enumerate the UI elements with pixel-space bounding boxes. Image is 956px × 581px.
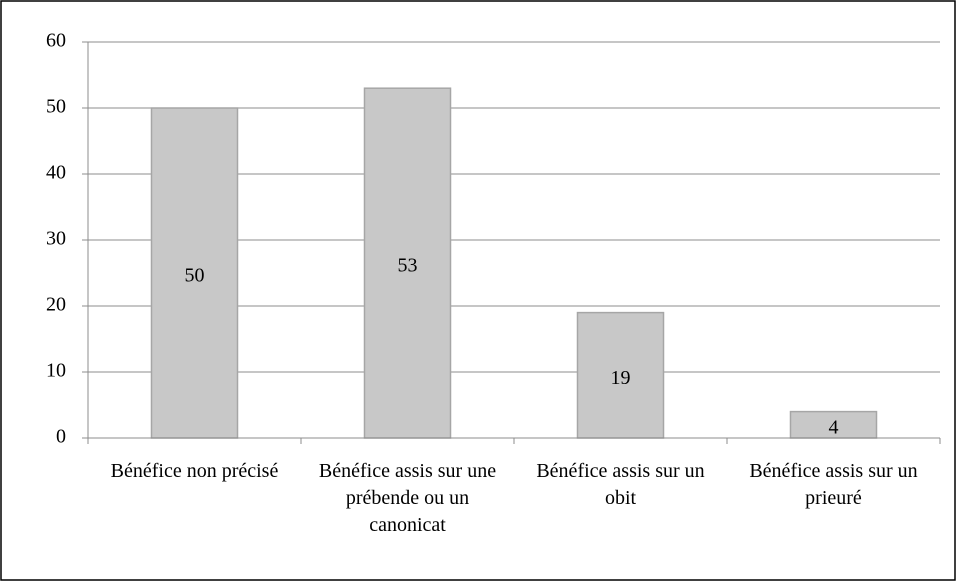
x-tick-label: Bénéfice assis sur un obit xyxy=(536,460,705,509)
bar xyxy=(363,87,452,439)
y-tick-label: 40 xyxy=(46,162,66,184)
data-label: 50 xyxy=(185,265,205,287)
x-tick-label: Bénéfice assis sur un prieuré xyxy=(749,460,918,509)
bar xyxy=(576,311,665,439)
y-tick-label: 0 xyxy=(56,426,66,448)
x-tick-label: Bénéfice assis sur une prébende ou un ca… xyxy=(318,460,497,536)
y-tick-label: 20 xyxy=(46,294,66,316)
data-label: 53 xyxy=(398,255,418,277)
data-label: 19 xyxy=(611,367,631,389)
y-tick-label: 50 xyxy=(46,96,66,118)
x-tick-label: Bénéfice non précisé xyxy=(110,460,279,482)
y-tick-label: 60 xyxy=(46,30,66,52)
y-tick-label: 30 xyxy=(46,228,66,250)
data-label: 4 xyxy=(829,416,839,438)
y-tick-label: 10 xyxy=(46,360,66,382)
bar xyxy=(150,107,239,439)
